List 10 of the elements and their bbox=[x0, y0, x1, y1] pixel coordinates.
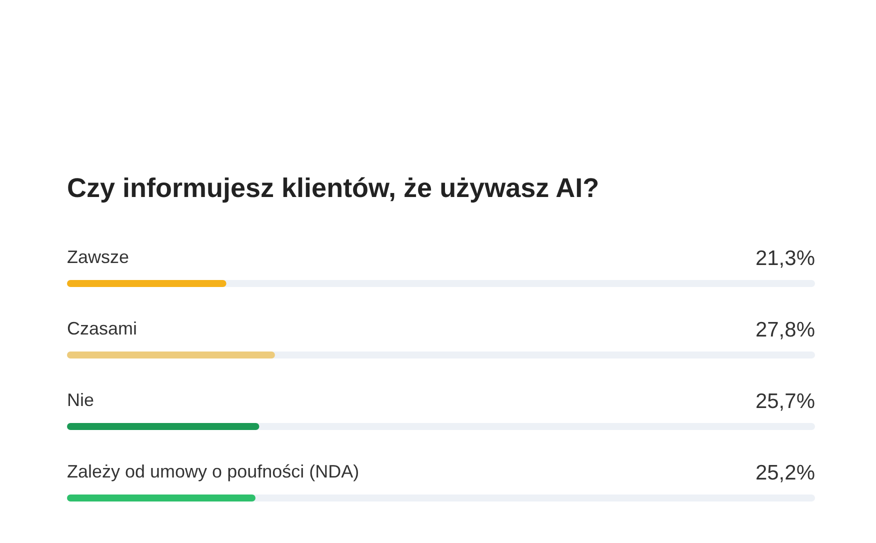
data-label: 25,2% bbox=[755, 462, 815, 484]
y-tick-label: Czasami bbox=[67, 318, 138, 338]
y-tick-label: Nie bbox=[67, 390, 94, 410]
chart-title: Czy informujesz klientów, że używasz AI? bbox=[67, 172, 600, 205]
data-label: 25,7% bbox=[755, 390, 815, 413]
data-label: 21,3% bbox=[755, 247, 815, 270]
bar bbox=[67, 280, 226, 287]
y-tick-label: Zależy od umowy o poufności (NDA) bbox=[67, 462, 360, 482]
data-label: 27,8% bbox=[755, 318, 815, 342]
y-tick-label: Zawsze bbox=[67, 247, 130, 267]
